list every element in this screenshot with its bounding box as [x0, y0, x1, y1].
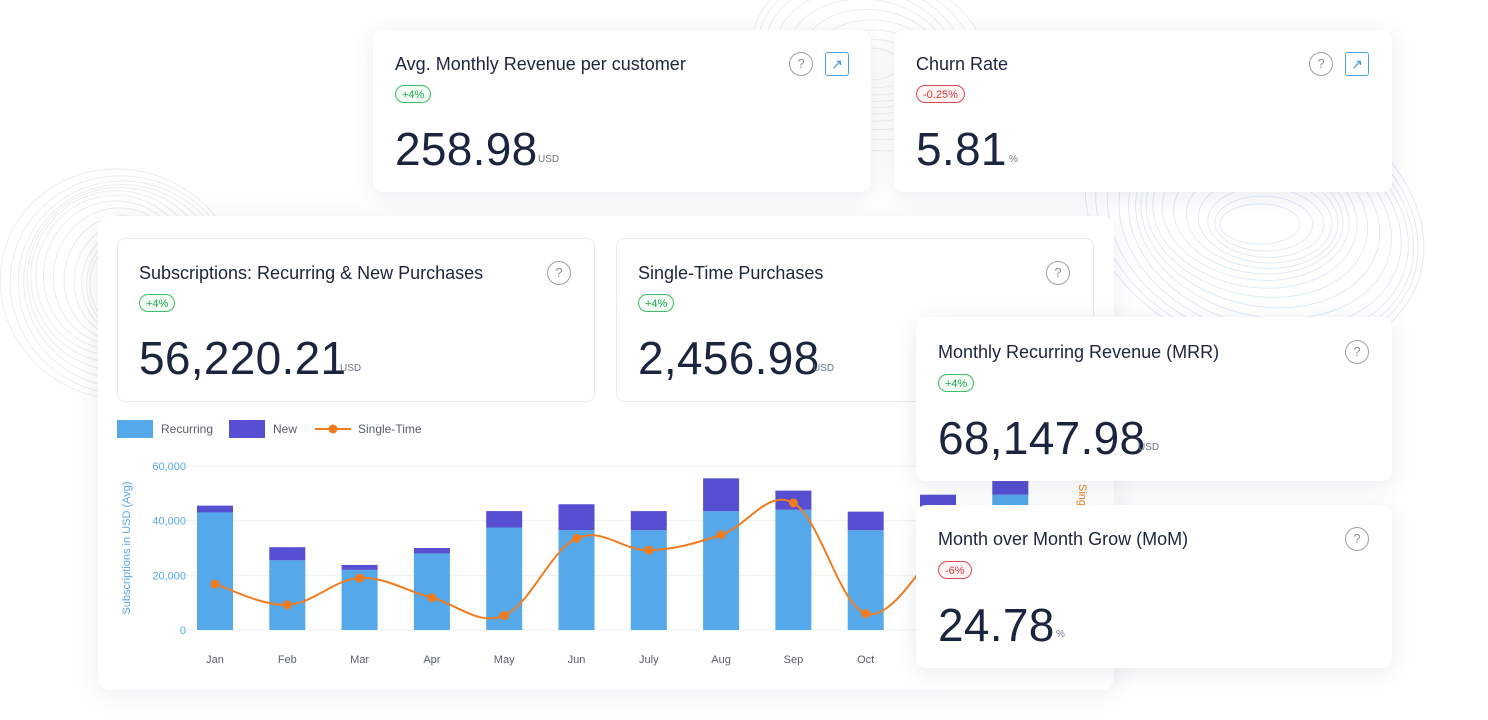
- single-time-point: [788, 498, 798, 508]
- mom-card: Month over Month Grow (MoM) ? -6% 24.78 …: [916, 505, 1392, 668]
- single-time-point: [355, 573, 365, 583]
- mrr-unit: USD: [1138, 442, 1160, 453]
- single-time-point: [572, 533, 581, 543]
- churn-unit: %: [1009, 154, 1018, 165]
- single-time-point: [861, 609, 871, 619]
- bar-recurring: [775, 509, 812, 630]
- y-axis-label: Subscriptions in USD (Avg): [121, 481, 133, 614]
- arpu-change-badge: +4%: [395, 85, 432, 103]
- x-tick-label: Sep: [784, 654, 804, 666]
- bar-new: [413, 548, 450, 554]
- subscriptions-value: 56,220.21: [139, 332, 347, 384]
- mom-unit: %: [1056, 629, 1065, 640]
- arpu-title: Avg. Monthly Revenue per customer: [395, 54, 686, 74]
- x-tick-label: Oct: [857, 654, 874, 666]
- bar-recurring: [558, 530, 595, 630]
- legend-recurring-swatch[interactable]: [117, 420, 153, 438]
- help-icon[interactable]: ?: [1309, 52, 1333, 76]
- legend-single-time-swatch[interactable]: [314, 420, 352, 438]
- bar-new: [341, 564, 378, 570]
- churn-card: Churn Rate ? ↗ -0.25% 5.81 %: [894, 30, 1392, 192]
- churn-change-badge: -0.25%: [916, 85, 965, 103]
- mrr-title: Monthly Recurring Revenue (MRR): [938, 342, 1220, 362]
- external-link-icon[interactable]: ↗: [825, 52, 849, 76]
- bar-recurring: [197, 512, 233, 630]
- single-time-point: [644, 545, 654, 555]
- subscriptions-card: Subscriptions: Recurring & New Purchases…: [117, 238, 595, 402]
- x-tick-label: Apr: [423, 654, 440, 666]
- x-tick-label: Feb: [278, 654, 297, 666]
- external-link-icon[interactable]: ↗: [1345, 52, 1369, 76]
- mom-value: 24.78: [938, 599, 1055, 651]
- x-tick-label: Aug: [711, 654, 731, 666]
- churn-title: Churn Rate: [916, 54, 1009, 74]
- arpu-card: Avg. Monthly Revenue per customer ? ↗ +4…: [373, 30, 871, 192]
- subscriptions-title: Subscriptions: Recurring & New Purchases: [139, 263, 484, 283]
- legend-recurring-label[interactable]: Recurring: [161, 422, 214, 436]
- single-time-point: [427, 593, 437, 603]
- legend-single-time-label[interactable]: Single-Time: [358, 422, 422, 436]
- bar-new: [992, 481, 1029, 495]
- single-time-unit: USD: [813, 363, 835, 374]
- single-time-value: 2,456.98: [638, 332, 820, 384]
- single-time-point: [499, 611, 509, 621]
- bar-recurring: [269, 560, 306, 630]
- x-tick-label: May: [494, 654, 515, 666]
- mrr-card: Monthly Recurring Revenue (MRR) ? +4% 68…: [916, 317, 1392, 481]
- y-tick-label: 60,000: [152, 461, 186, 473]
- bar-new: [558, 504, 595, 531]
- bar-recurring: [413, 553, 450, 630]
- arpu-value: 258.98: [395, 123, 538, 175]
- subscriptions-change-badge: +4%: [139, 294, 176, 312]
- bar-new: [269, 547, 306, 561]
- bar-recurring: [630, 530, 667, 630]
- single-time-point: [716, 530, 726, 540]
- mrr-change-badge: +4%: [938, 374, 975, 392]
- y-tick-label: 0: [180, 625, 186, 637]
- bar-new: [630, 511, 667, 531]
- x-tick-label: Jun: [568, 654, 586, 666]
- help-icon[interactable]: ?: [1046, 261, 1070, 285]
- single-time-title: Single-Time Purchases: [638, 263, 824, 283]
- mom-change-badge: -6%: [938, 561, 972, 579]
- help-icon[interactable]: ?: [1345, 340, 1369, 364]
- single-time-point: [282, 600, 292, 610]
- mom-title: Month over Month Grow (MoM): [938, 529, 1189, 549]
- single-time-change-badge: +4%: [638, 294, 675, 312]
- legend-new-label[interactable]: New: [273, 422, 298, 436]
- y2-axis-label: Sing: [1076, 484, 1088, 506]
- x-tick-label: Jan: [206, 654, 224, 666]
- mrr-value: 68,147.98: [938, 412, 1146, 464]
- churn-value: 5.81: [916, 123, 1007, 175]
- x-tick-label: July: [639, 654, 659, 666]
- bar-new: [486, 511, 523, 528]
- y-tick-label: 40,000: [152, 516, 186, 528]
- single-time-line: [214, 498, 939, 620]
- legend-new-swatch[interactable]: [229, 420, 265, 438]
- bar-new: [197, 505, 233, 513]
- help-icon[interactable]: ?: [547, 261, 571, 285]
- subscriptions-unit: USD: [340, 363, 362, 374]
- arpu-unit: USD: [538, 154, 560, 165]
- single-time-point: [210, 579, 220, 589]
- bar-new: [703, 478, 740, 512]
- bar-new: [847, 511, 884, 531]
- y-tick-label: 20,000: [152, 570, 186, 582]
- help-icon[interactable]: ?: [1345, 527, 1369, 551]
- help-icon[interactable]: ?: [789, 52, 813, 76]
- x-tick-label: Mar: [350, 654, 369, 666]
